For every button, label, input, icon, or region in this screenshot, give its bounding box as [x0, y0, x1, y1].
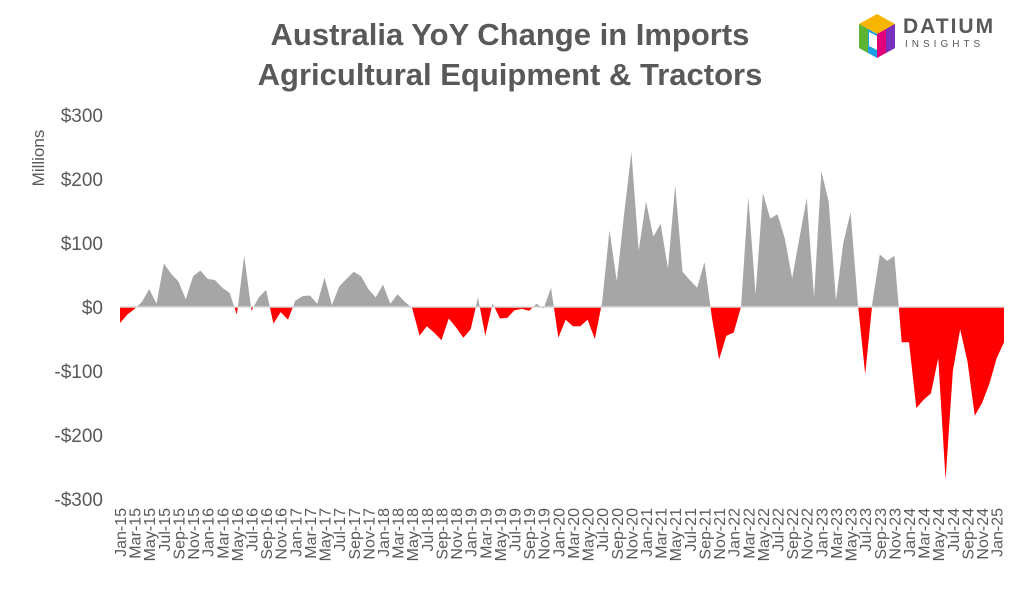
chart-title-line1: Australia YoY Change in Imports	[270, 17, 750, 52]
x-tick-label: Mar-20	[566, 508, 583, 559]
x-tick-label: Sep-19	[522, 508, 539, 560]
x-tick-label: Jul-16	[245, 508, 262, 552]
x-tick-label: Nov-22	[800, 508, 817, 560]
x-tick-label: Nov-17	[361, 508, 378, 560]
x-tick-label: Jan-16	[201, 508, 218, 557]
x-tick-label: May-15	[142, 508, 159, 561]
logo-tagline: INSIGHTS	[905, 39, 985, 50]
x-tick-label: Mar-18	[391, 508, 408, 559]
x-tick-label: Mar-23	[829, 508, 846, 559]
x-tick-label: May-22	[756, 508, 773, 561]
x-tick-label: Jan-20	[551, 508, 568, 557]
y-tick-label: $200	[61, 170, 103, 191]
x-tick-label: Jan-23	[814, 508, 831, 557]
x-tick-label: Jul-17	[332, 508, 349, 552]
positive-area-series	[120, 152, 1004, 307]
chart-title-line2: Agricultural Equipment & Tractors	[257, 57, 763, 92]
y-axis-label: Millions	[29, 130, 48, 187]
datium-logo: DATIUM INSIGHTS	[855, 12, 1005, 62]
x-tick-label: Sep-20	[610, 508, 627, 560]
x-tick-label: Nov-18	[449, 508, 466, 560]
x-tick-label: Nov-15	[186, 508, 203, 560]
x-tick-label: Sep-17	[347, 508, 364, 560]
x-tick-label: Jan-21	[639, 508, 656, 557]
x-tick-label: Jul-24	[946, 508, 963, 552]
y-tick-label: $0	[82, 298, 103, 319]
x-tick-label: May-19	[493, 508, 510, 561]
logo-name: DATIUM	[903, 15, 996, 38]
x-tick-label: Jan-22	[727, 508, 744, 557]
x-tick-label: Nov-19	[537, 508, 554, 560]
x-tick-label: Sep-16	[259, 508, 276, 560]
x-tick-label: Mar-21	[654, 508, 671, 559]
x-tick-label: Jan-19	[464, 508, 481, 557]
x-tick-label: Jul-22	[771, 508, 788, 552]
x-tick-label: Jul-18	[420, 508, 437, 552]
x-tick-label: Nov-16	[274, 508, 291, 560]
x-tick-label: Jul-21	[683, 508, 700, 552]
x-tick-label: Jan-15	[113, 508, 130, 557]
x-tick-label: Jan-18	[376, 508, 393, 557]
x-tick-label: May-23	[844, 508, 861, 561]
x-tick-label: Mar-24	[917, 508, 934, 559]
x-tick-label: Jul-15	[157, 508, 174, 552]
x-tick-label: Jan-24	[902, 508, 919, 557]
negative-area-series	[120, 307, 1004, 480]
x-tick-label: May-17	[318, 508, 335, 561]
x-tick-label: Jan-17	[288, 508, 305, 557]
x-tick-label: Sep-21	[697, 508, 714, 560]
x-tick-label: Nov-21	[712, 508, 729, 560]
x-tick-label: May-20	[581, 508, 598, 561]
x-tick-label: Mar-16	[215, 508, 232, 559]
x-tick-label: Nov-24	[975, 508, 992, 560]
x-tick-label: Nov-20	[624, 508, 641, 560]
x-tick-label: Sep-24	[960, 508, 977, 560]
x-tick-label: May-21	[668, 508, 685, 561]
x-tick-label: Jul-19	[508, 508, 525, 552]
y-tick-label: -$200	[54, 426, 103, 447]
x-tick-label: Mar-22	[741, 508, 758, 559]
x-tick-label: Mar-15	[128, 508, 145, 559]
y-tick-label: $300	[61, 106, 103, 127]
datium-cube-icon	[859, 14, 895, 58]
x-tick-label: Jan-25	[990, 508, 1007, 557]
x-tick-label: Mar-17	[303, 508, 320, 559]
x-tick-label: Jul-23	[858, 508, 875, 552]
x-tick-label: Sep-22	[785, 508, 802, 560]
x-tick-label: Sep-18	[434, 508, 451, 560]
x-tick-label: Sep-23	[873, 508, 890, 560]
x-tick-label: Jul-20	[595, 508, 612, 552]
x-tick-label: Nov-23	[887, 508, 904, 560]
y-tick-label: $100	[61, 234, 103, 255]
x-tick-label: May-18	[405, 508, 422, 561]
x-tick-label: Sep-15	[171, 508, 188, 560]
y-tick-label: -$300	[54, 490, 103, 511]
x-tick-label: May-24	[931, 508, 948, 561]
x-tick-label: Mar-19	[478, 508, 495, 559]
x-tick-label: May-16	[230, 508, 247, 561]
y-tick-label: -$100	[54, 362, 103, 383]
